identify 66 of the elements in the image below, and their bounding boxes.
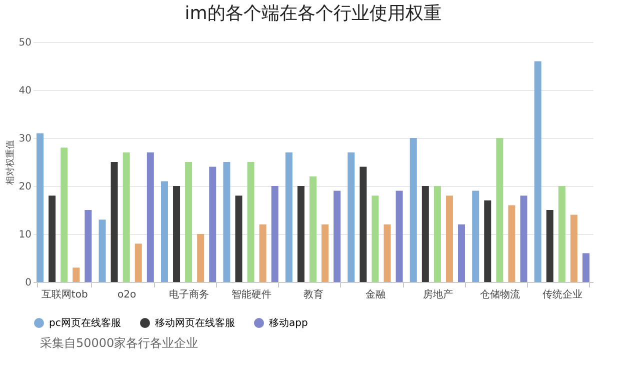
bar [384, 224, 391, 282]
bar [582, 253, 590, 282]
bar [235, 196, 242, 282]
x-tick-label: 教育 [304, 288, 324, 300]
bar [134, 244, 142, 282]
bar [322, 224, 329, 282]
bar [48, 196, 56, 282]
bar [209, 166, 216, 282]
bar [472, 190, 480, 282]
x-tick-label: 智能硬件 [231, 288, 272, 300]
legend-label: 移动网页在线客服 [155, 317, 235, 329]
bar [458, 224, 466, 282]
bar [410, 138, 417, 282]
y-tick-label: 40 [18, 86, 32, 96]
y-tick-label: 10 [18, 230, 32, 240]
bar [72, 268, 80, 282]
bar [259, 224, 266, 282]
x-tick-label: 传统企业 [542, 288, 582, 300]
bar [520, 196, 528, 282]
bar [396, 190, 403, 282]
bar [546, 210, 554, 282]
x-tick-label: 房地产 [422, 288, 453, 300]
y-tick-label: 0 [25, 278, 32, 288]
bar [360, 166, 367, 282]
bar [310, 176, 316, 282]
bar [122, 152, 130, 282]
bar [173, 186, 180, 282]
bar [223, 162, 230, 282]
y-tick-label: 30 [18, 134, 32, 144]
bar [98, 220, 106, 282]
bar [247, 162, 254, 282]
bar [197, 234, 204, 282]
bar [185, 162, 192, 282]
y-axis-title: 相对权重值 [4, 140, 16, 185]
bar [334, 190, 341, 282]
legend-label: pc网页在线客服 [49, 317, 121, 329]
bar [534, 61, 542, 282]
bar [297, 186, 304, 282]
bar [446, 196, 453, 282]
bar [558, 186, 566, 282]
bar [160, 181, 168, 282]
x-tick-label: 金融 [366, 288, 386, 300]
x-tick-label: o2o [118, 290, 136, 300]
bar [110, 162, 118, 282]
x-tick-label: 仓储物流 [480, 288, 520, 300]
bar [508, 205, 516, 282]
chart-title: im的各个端在各个行业使用权重 [184, 3, 442, 24]
bar [570, 214, 578, 282]
bar [84, 210, 92, 282]
bar [36, 133, 44, 282]
text: 采集自50000家各行各业企业 [40, 335, 200, 352]
bar [146, 152, 154, 282]
bar [422, 186, 429, 282]
bar [60, 148, 68, 282]
x-tick-label: 电子商务 [169, 288, 210, 300]
y-tick-label: 50 [18, 38, 32, 48]
bar [372, 196, 379, 282]
bar [285, 152, 292, 282]
y-tick-label: 20 [18, 182, 32, 192]
bar [496, 138, 504, 282]
bar [271, 186, 278, 282]
legend-label: 移动app [269, 317, 308, 329]
bar [348, 152, 355, 282]
bar [484, 200, 492, 282]
x-tick-label: 互联网tob [41, 288, 88, 300]
bar [434, 186, 441, 282]
